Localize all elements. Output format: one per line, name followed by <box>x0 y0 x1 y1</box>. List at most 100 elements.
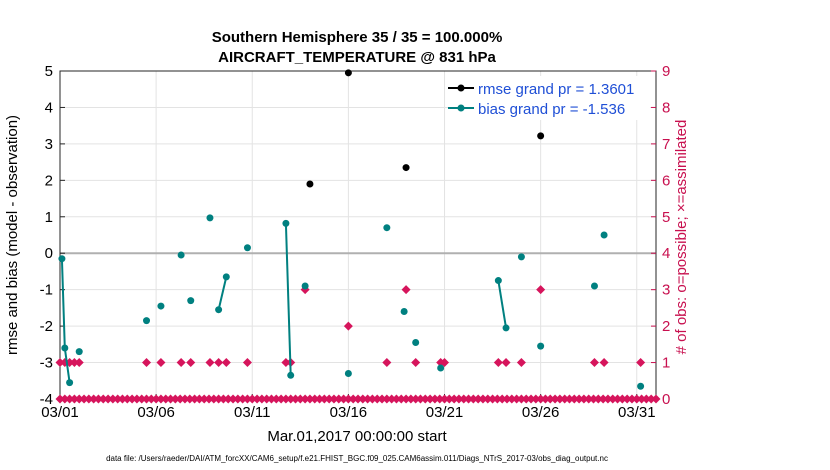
obs-assimilated-marker <box>584 394 594 404</box>
obs-assimilated-marker <box>382 394 392 404</box>
obs-possible-marker <box>55 358 65 368</box>
obs-assimilated-marker <box>449 394 459 404</box>
obs-assimilated-marker <box>536 394 546 404</box>
obs-assimilated-marker <box>430 394 440 404</box>
obs-assimilated-marker <box>521 394 531 404</box>
bias-line <box>284 223 292 376</box>
obs-assimilated-marker <box>363 394 373 404</box>
y-tick-label-right: 2 <box>662 318 670 335</box>
obs-possible-marker <box>214 358 224 368</box>
x-tick-label: 03/26 <box>522 404 560 421</box>
bias-line <box>497 280 508 329</box>
obs-possible-marker <box>401 285 411 295</box>
obs-assimilated-marker <box>401 394 411 404</box>
obs-assimilated-marker <box>440 394 450 404</box>
y-tick-label-right: 8 <box>662 99 670 116</box>
obs-assimilated-marker <box>166 394 176 404</box>
obs-assimilated-marker <box>622 394 632 404</box>
bias-point <box>637 382 645 390</box>
obs-assimilated-marker <box>291 394 301 404</box>
obs-assimilated-marker <box>391 394 401 404</box>
obs-assimilated-marker <box>641 394 651 404</box>
obs-assimilated-marker <box>127 394 137 404</box>
bias-point <box>412 339 420 347</box>
obs-assimilated-marker <box>516 394 526 404</box>
obs-assimilated-marker <box>372 394 382 404</box>
obs-assimilated-marker <box>435 394 445 404</box>
obs-assimilated-marker <box>156 394 166 404</box>
legend: rmse grand pr = 1.3601 bias grand pr = -… <box>448 76 650 120</box>
rmse-series <box>306 69 545 188</box>
obs-assimilated-marker <box>324 394 334 404</box>
y-tick-label-right: 7 <box>662 136 670 153</box>
obs-assimilated-marker <box>343 394 353 404</box>
obs-possible-marker <box>281 358 291 368</box>
obs-assimilated-marker <box>564 394 574 404</box>
obs-possible-marker <box>221 358 231 368</box>
obs-assimilated-marker <box>93 394 103 404</box>
obs-possible-marker <box>636 358 646 368</box>
obs-assimilated-marker <box>170 394 180 404</box>
y-tick-label-right: 3 <box>662 282 670 299</box>
rmse-point <box>306 180 314 188</box>
obs-assimilated-marker <box>540 394 550 404</box>
bias-point <box>383 224 391 232</box>
bias-point <box>215 306 223 314</box>
obs-assimilated-marker <box>310 394 320 404</box>
obs-assimilated-marker <box>190 394 200 404</box>
obs-assimilated-marker <box>300 394 310 404</box>
obs-assimilated-marker <box>512 394 522 404</box>
obs-possible-marker <box>440 358 450 368</box>
obs-assimilated-marker <box>411 394 421 404</box>
obs-assimilated-marker <box>276 394 286 404</box>
obs-assimilated-marker <box>497 394 507 404</box>
obs-assimilated-marker <box>593 394 603 404</box>
obs-assimilated-marker <box>84 394 94 404</box>
obs-assimilated-marker <box>483 394 493 404</box>
bias-line <box>217 276 228 310</box>
obs-assimilated-marker <box>420 394 430 404</box>
obs-assimilated-marker <box>286 394 296 404</box>
obs-assimilated-marker <box>637 394 647 404</box>
obs-assimilated-marker <box>161 394 171 404</box>
bias-point <box>157 302 165 310</box>
x-tick-label: 03/11 <box>234 404 270 421</box>
obs-assimilated-marker <box>122 394 132 404</box>
obs-possible-marker <box>186 358 196 368</box>
obs-assimilated-marker <box>218 394 228 404</box>
obs-assimilated-marker <box>387 394 397 404</box>
obs-assimilated-marker <box>199 394 209 404</box>
obs-assimilated-marker <box>55 394 65 404</box>
bias-point <box>537 342 545 350</box>
obs-assimilated-marker <box>238 394 248 404</box>
obs-assimilated-marker <box>488 394 498 404</box>
obs-assimilated-marker <box>627 394 637 404</box>
bias-point <box>66 379 74 387</box>
y-axis-left-label: rmse and bias (model - observation) <box>4 115 21 355</box>
obs-possible-marker <box>69 358 79 368</box>
bias-point <box>243 244 251 252</box>
chart-title: Southern Hemisphere 35 / 35 = 100.000% <box>212 29 503 46</box>
legend-bias-marker <box>457 104 465 112</box>
obs-assimilated-marker <box>209 394 219 404</box>
legend-rmse-marker <box>457 84 465 92</box>
obs-assimilated-marker <box>560 394 570 404</box>
obs-assimilated-marker <box>329 394 339 404</box>
bias-point <box>287 371 295 379</box>
obs-assimilated-marker <box>396 394 406 404</box>
obs-possible-marker <box>516 358 526 368</box>
x-tick-label: 03/06 <box>137 404 175 421</box>
obs-assimilated-marker <box>132 394 142 404</box>
obs-assimilated-marker <box>613 394 623 404</box>
obs-assimilated-marker <box>146 394 156 404</box>
obs-assimilated-marker <box>60 394 70 404</box>
y-tick-label-right: 6 <box>662 172 670 189</box>
obs-assimilated-marker <box>295 394 305 404</box>
obs-assimilated-marker <box>425 394 435 404</box>
obs-assimilated-marker <box>377 394 387 404</box>
obs-assimilated-marker <box>569 394 579 404</box>
obs-assimilated-marker <box>574 394 584 404</box>
y-tick-label-right: 5 <box>662 209 670 226</box>
obs-assimilated-marker <box>247 394 257 404</box>
